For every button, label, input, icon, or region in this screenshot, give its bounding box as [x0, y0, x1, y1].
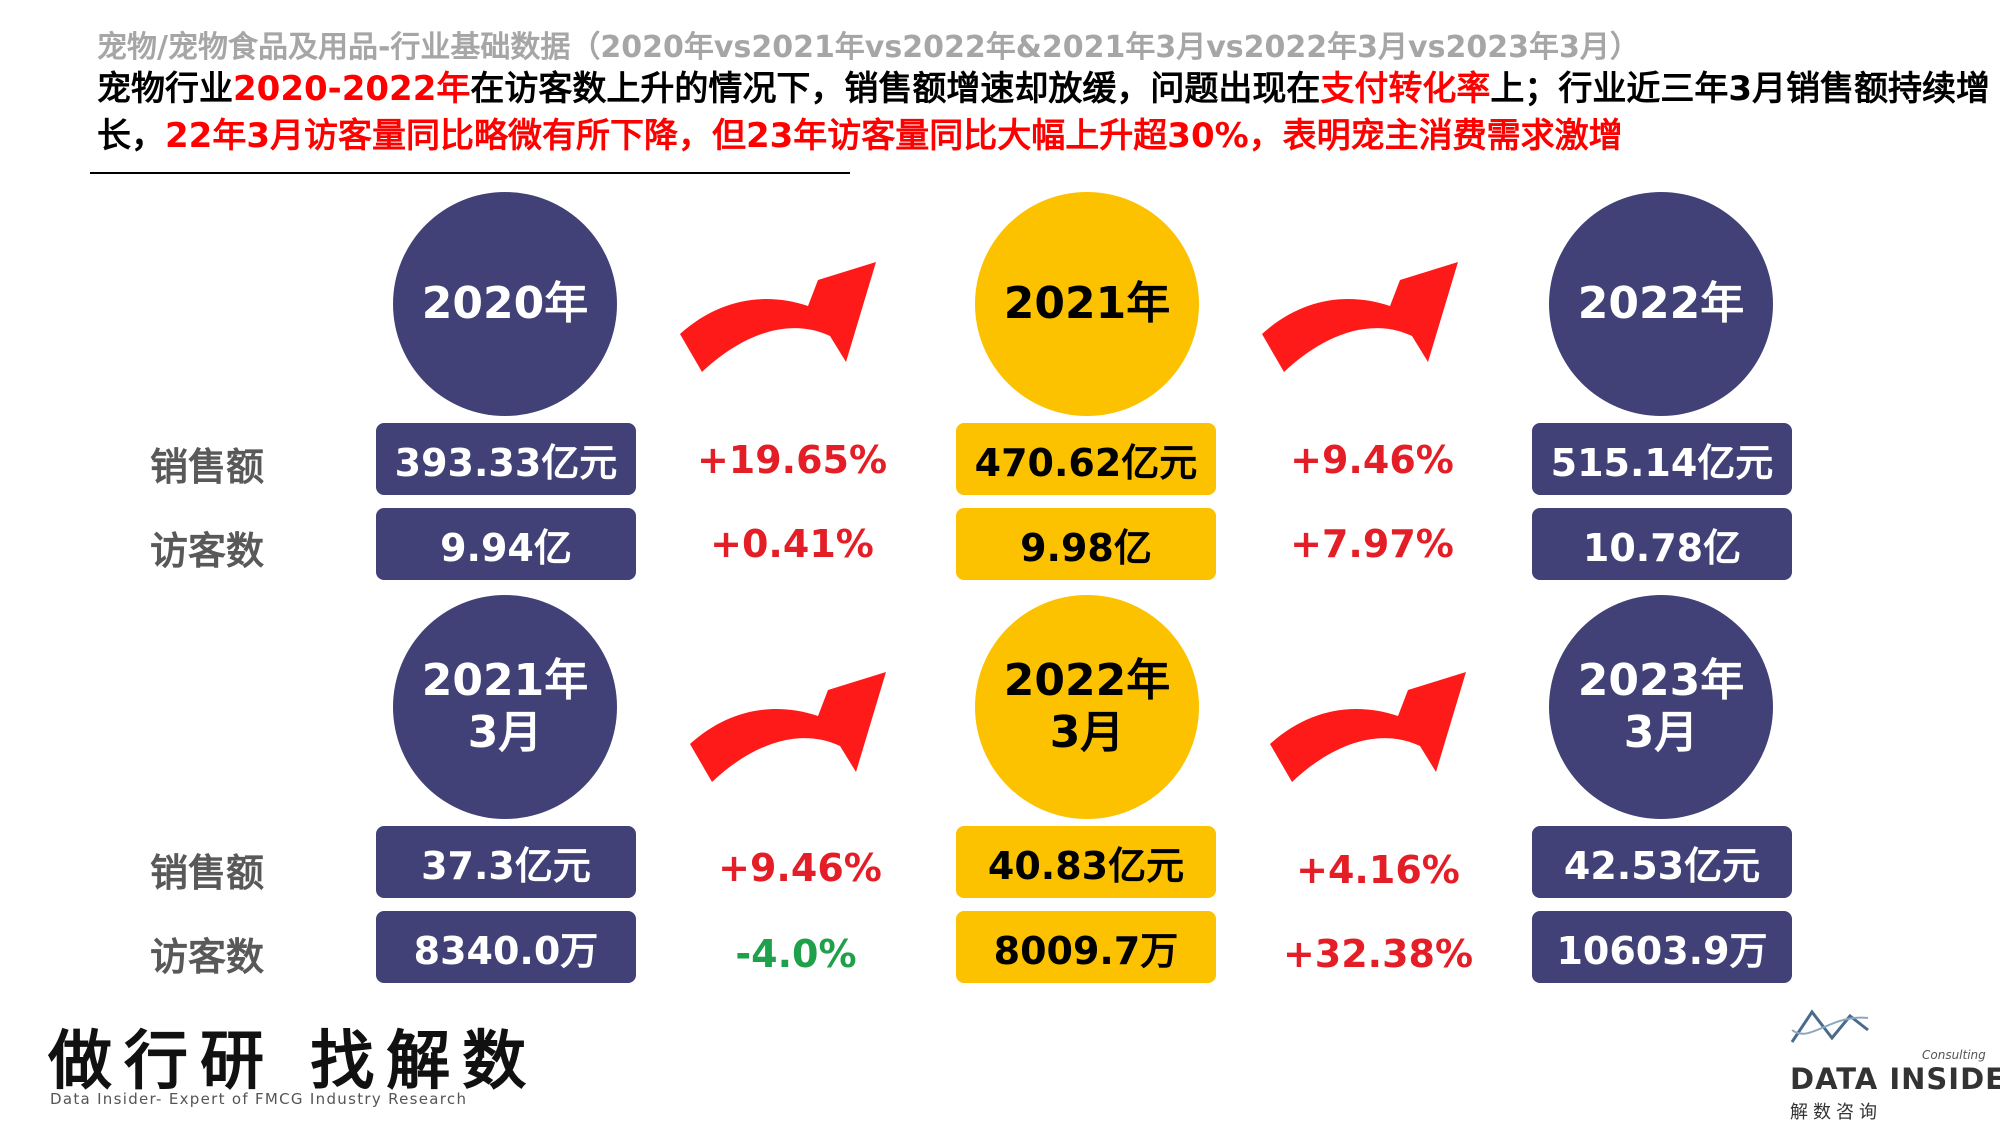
- period-circle-2022: 2022年: [1549, 192, 1773, 416]
- visitors-change-2020-2021: +0.41%: [710, 522, 874, 566]
- headline-highlight-1: 2020-2022年: [233, 69, 471, 109]
- headline: 宠物行业2020-2022年在访客数上升的情况下，销售额增速却放缓，问题出现在支…: [97, 66, 1997, 160]
- growth-arrow-icon: [690, 672, 886, 782]
- row-label-sales: 销售额: [150, 851, 265, 895]
- wave-logo-icon: [1790, 1009, 1869, 1043]
- visitors-value-2022-march: 8009.7万: [956, 911, 1216, 983]
- period-label: 2021年: [1003, 278, 1171, 329]
- period-label-year: 2023年: [1577, 655, 1745, 706]
- period-label-month: 3月: [1049, 707, 1125, 758]
- headline-part-1: 宠物行业: [97, 69, 233, 109]
- period-circle-2021: 2021年: [975, 192, 1199, 416]
- visitors-change-2022-2023-march: +32.38%: [1282, 932, 1474, 976]
- visitors-value-2020: 9.94亿: [376, 508, 636, 580]
- visitors-value-2021-march: 8340.0万: [376, 911, 636, 983]
- sales-change-2021-2022: +9.46%: [1290, 438, 1454, 482]
- growth-arrow-icon: [1270, 672, 1466, 782]
- sales-value-2021-march: 37.3亿元: [376, 826, 636, 898]
- sales-value-2021: 470.62亿元: [956, 423, 1216, 495]
- company-logo: Consulting DATA INSIDER 解数咨询: [1790, 1008, 2000, 1123]
- visitors-change-2021-2022-march: -4.0%: [735, 932, 857, 976]
- period-label: 2022年: [1577, 278, 1745, 329]
- sales-change-2022-2023-march: +4.16%: [1296, 848, 1460, 892]
- visitors-value-2022: 10.78亿: [1532, 508, 1792, 580]
- visitors-change-2021-2022: +7.97%: [1290, 522, 1454, 566]
- sales-value-2023-march: 42.53亿元: [1532, 826, 1792, 898]
- period-label-month: 3月: [467, 707, 543, 758]
- headline-part-5: 上；行业近三年3月销售额持续增长，: [97, 69, 1991, 156]
- visitors-value-2021: 9.98亿: [956, 508, 1216, 580]
- logo-chinese-name: 解数咨询: [1790, 1102, 1882, 1123]
- sales-value-2020: 393.33亿元: [376, 423, 636, 495]
- period-label: 2020年: [421, 278, 589, 329]
- brand-slogan: 做行研 找解数: [48, 1025, 539, 1099]
- headline-part-3: 在访客数上升的情况下，销售额增速却放缓，问题出现在: [470, 69, 1321, 109]
- headline-highlight-2: 支付转化率: [1320, 69, 1491, 109]
- row-label-visitors: 访客数: [150, 529, 265, 573]
- period-circle-2023-march: 2023年 3月: [1549, 595, 1773, 819]
- period-label-year: 2021年: [421, 655, 589, 706]
- brand-slogan-english: Data Insider- Expert of FMCG Industry Re…: [50, 1090, 468, 1108]
- logo-name: DATA INSIDER: [1790, 1062, 2000, 1096]
- headline-highlight-3: 22年3月访客量同比略微有所下降，但23年访客量同比大幅上升超30%，表明宠主消…: [165, 116, 1623, 156]
- growth-arrow-icon: [1262, 262, 1458, 372]
- sales-change-2020-2021: +19.65%: [696, 438, 888, 482]
- growth-arrow-icon: [680, 262, 876, 372]
- sales-change-2021-2022-march: +9.46%: [718, 846, 882, 890]
- logo-consulting-text: Consulting: [1922, 1048, 1986, 1062]
- row-label-visitors: 访客数: [150, 935, 265, 979]
- page-subtitle: 宠物/宠物食品及用品-行业基础数据（2020年vs2021年vs2022年&20…: [97, 30, 1640, 65]
- row-label-sales: 销售额: [150, 445, 265, 489]
- header-divider: [90, 172, 850, 174]
- period-circle-2022-march: 2022年 3月: [975, 595, 1199, 819]
- period-label-month: 3月: [1623, 707, 1699, 758]
- period-circle-2021-march: 2021年 3月: [393, 595, 617, 819]
- period-circle-2020: 2020年: [393, 192, 617, 416]
- period-label-year: 2022年: [1003, 655, 1171, 706]
- sales-value-2022: 515.14亿元: [1532, 423, 1792, 495]
- sales-value-2022-march: 40.83亿元: [956, 826, 1216, 898]
- visitors-value-2023-march: 10603.9万: [1532, 911, 1792, 983]
